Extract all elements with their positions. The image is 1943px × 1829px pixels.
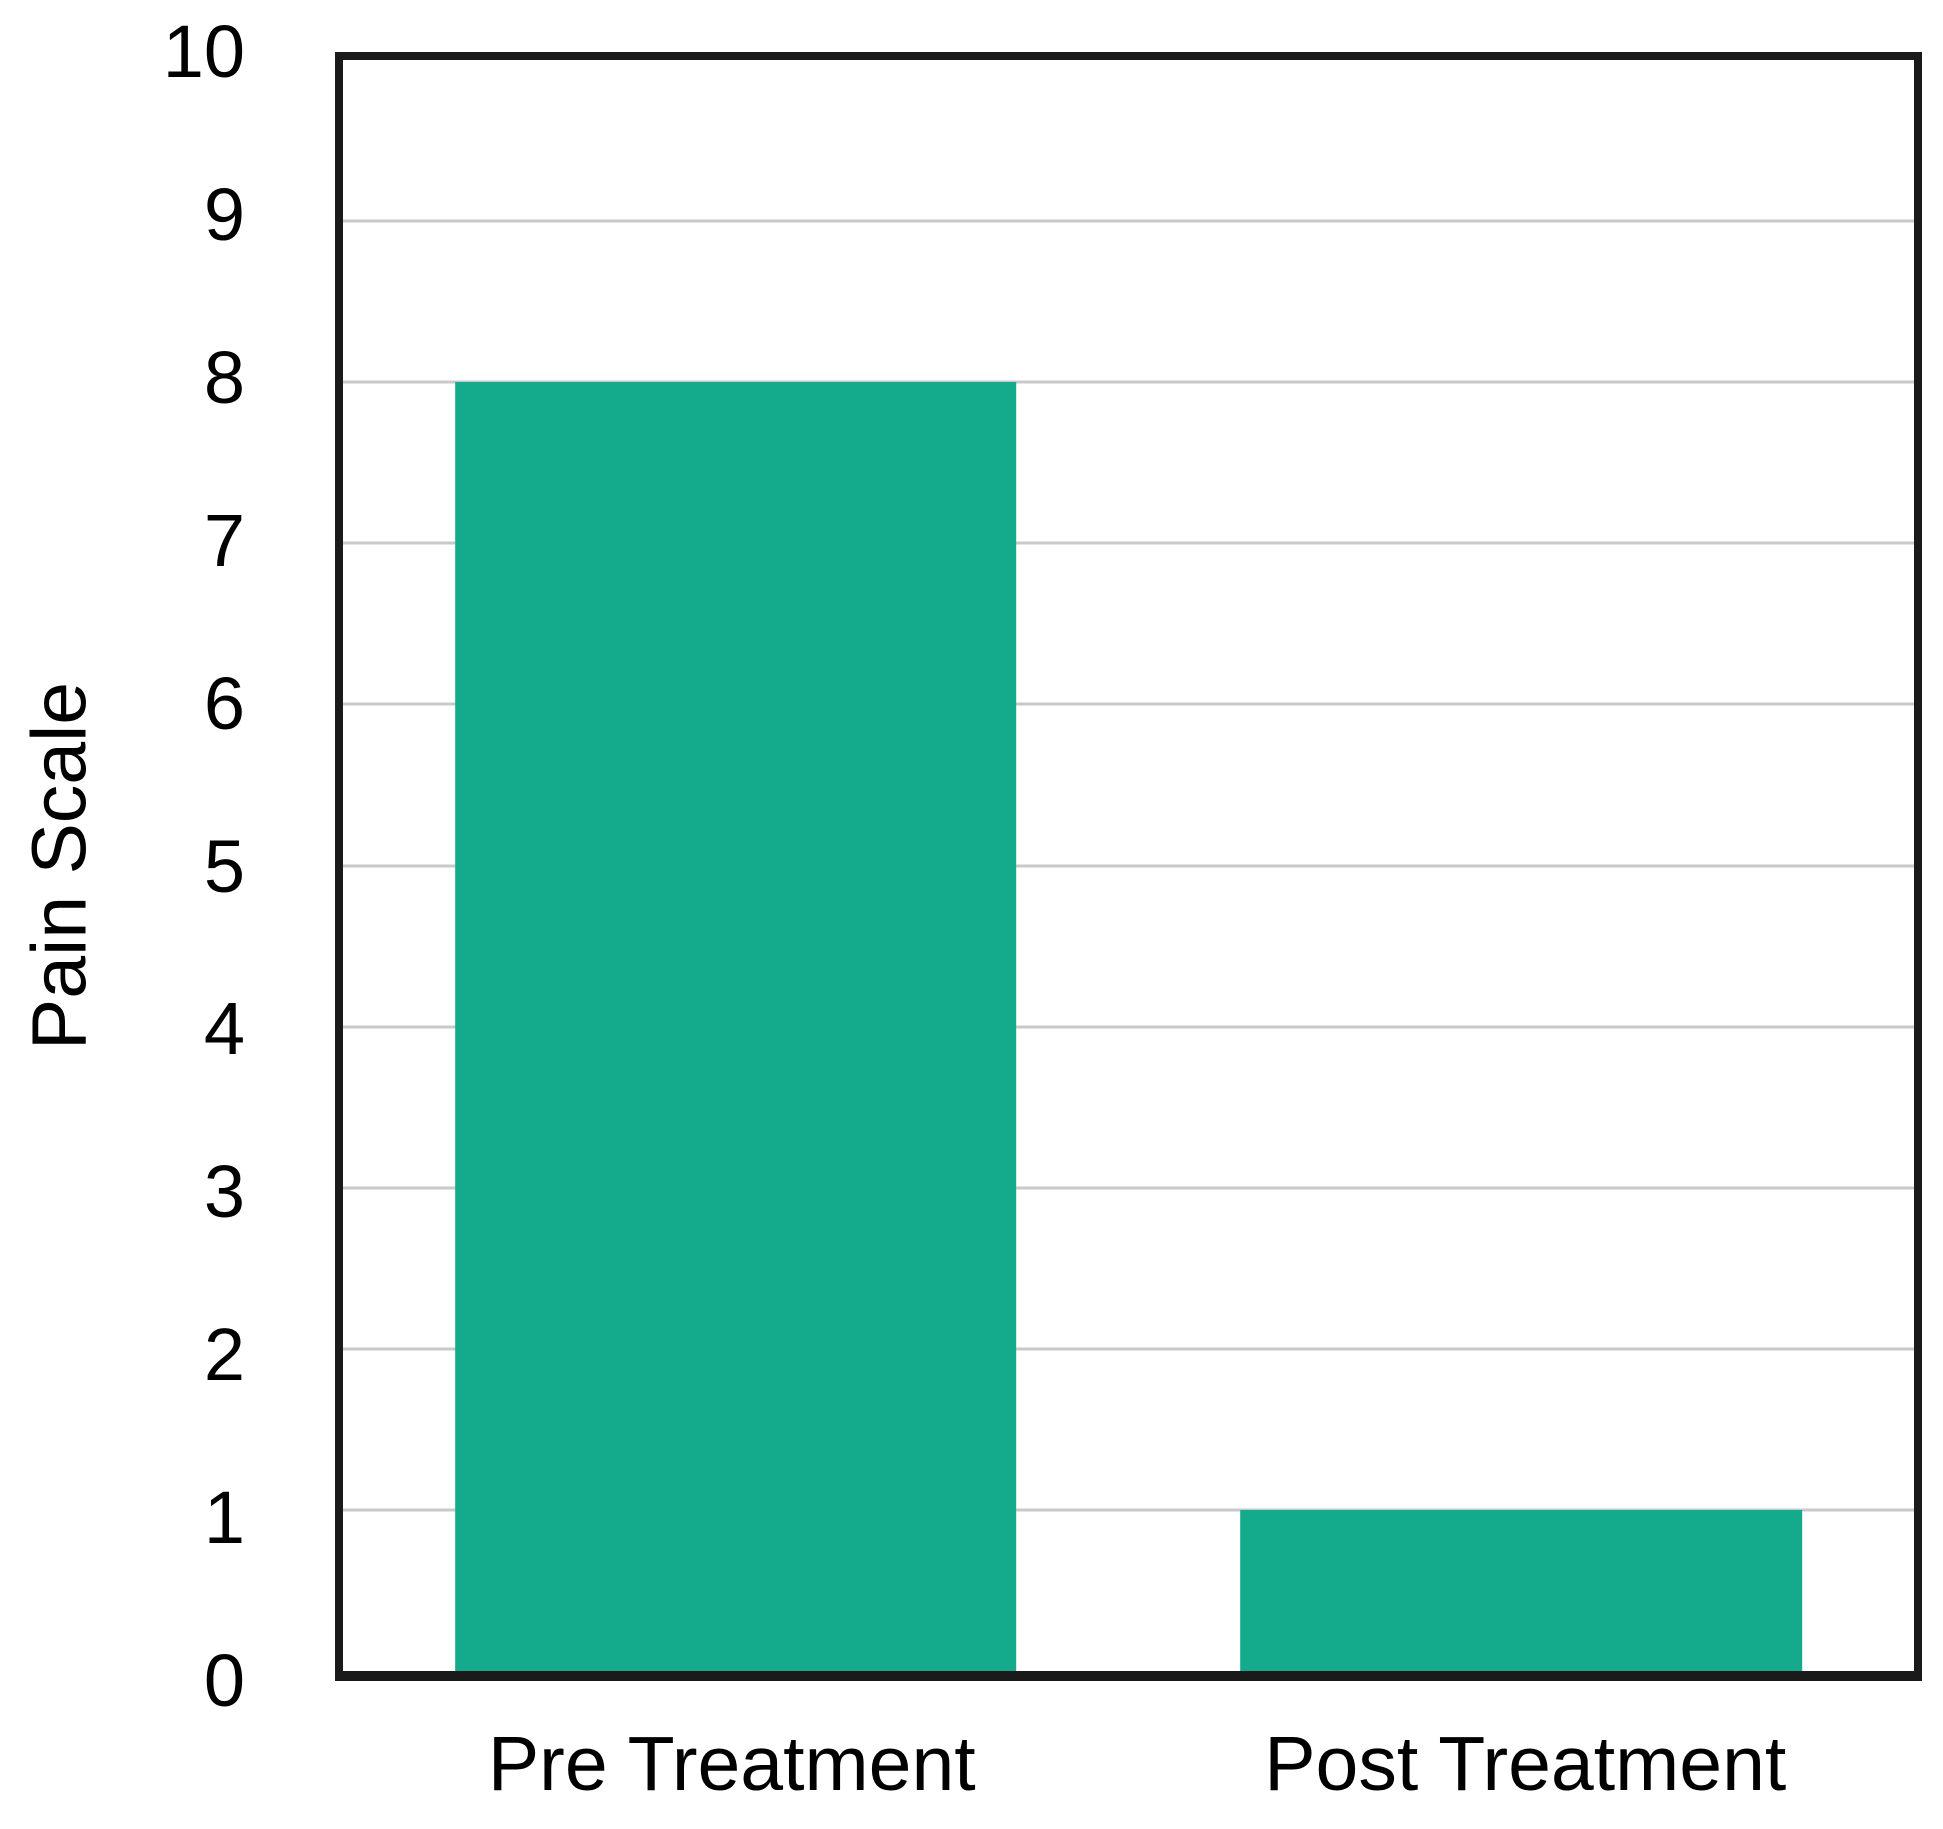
x-axis-ticks: Pre Treatment Post Treatment [335,1722,1922,1822]
bar-pre-treatment [454,382,1017,1671]
gridline-3 [343,1186,1914,1190]
gridline-9 [343,219,1914,223]
x-tick-label-pre-treatment: Pre Treatment [487,1721,976,1807]
y-tick-label-6: 6 [203,661,245,745]
y-tick-label-4: 4 [203,987,245,1071]
bar-slot-post-treatment [1129,60,1915,1671]
y-tick-label-7: 7 [203,498,245,582]
y-tick-label-8: 8 [203,335,245,419]
y-tick-label-5: 5 [203,824,245,908]
x-tick-label-post-treatment: Post Treatment [1264,1721,1787,1807]
y-tick-label-0: 0 [203,1639,245,1722]
gridline-5 [343,864,1914,867]
y-tick-label-1: 1 [203,1476,245,1560]
y-tick-label-10: 10 [162,10,245,93]
y-axis-ticks: 0 1 2 3 4 5 6 7 8 9 10 [0,15,245,1718]
gridline-7 [343,541,1914,545]
bar-slot-pre-treatment [343,60,1129,1671]
gridline-1 [343,1508,1914,1512]
y-tick-label-2: 2 [203,1313,245,1397]
y-tick-label-9: 9 [203,172,245,256]
y-tick-label-3: 3 [203,1150,245,1234]
plot-inner [343,60,1914,1671]
gridline-2 [343,1347,1914,1351]
bar-post-treatment [1240,1509,1803,1671]
gridline-6 [343,702,1914,706]
gridline-8 [343,380,1914,384]
gridline-4 [343,1025,1914,1029]
plot-area [335,52,1922,1681]
